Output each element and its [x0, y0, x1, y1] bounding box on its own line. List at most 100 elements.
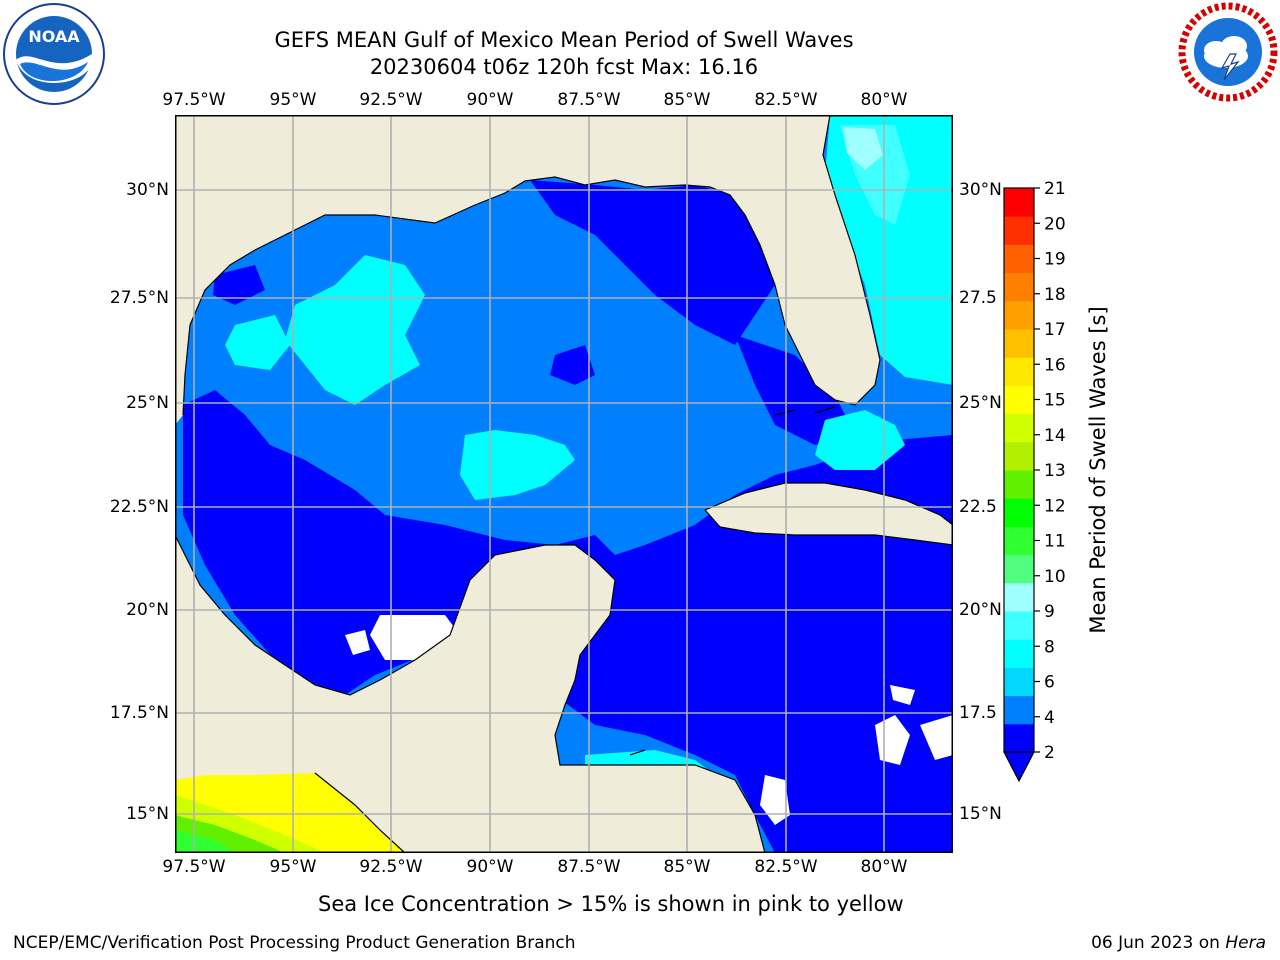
- map-border: [175, 115, 953, 853]
- lat-label-right: 20°N: [959, 600, 1002, 620]
- colorbar: 21 20 19 18 17 16 15 14 13 12 11 10 9 8 6 4 2: [1000, 179, 1080, 794]
- swell-band-light-cyan: [843, 127, 883, 170]
- swell-band-cyan: [225, 315, 290, 370]
- lon-label-bottom: 87.5°W: [557, 857, 621, 877]
- colorbar-segment: [1004, 611, 1034, 640]
- lat-label-left: 25°N: [126, 393, 169, 413]
- land-mexico-central-america: [175, 535, 765, 853]
- map-panel: [175, 115, 953, 853]
- colorbar-tick-label: 21: [1044, 180, 1066, 199]
- colorbar-segment: [1004, 667, 1034, 697]
- land-cuba: [705, 483, 953, 545]
- lat-label-left: 20°N: [126, 600, 169, 620]
- colorbar-segment: [1004, 329, 1034, 358]
- lon-label-bottom: 80°W: [860, 857, 908, 877]
- colorbar-segment: [1004, 216, 1034, 245]
- lat-label-left: 27.5°N: [109, 288, 169, 308]
- colorbar-tick-label: 13: [1044, 461, 1066, 481]
- colorbar-tick-label: 18: [1044, 285, 1066, 305]
- lat-label-right: 25°N: [959, 393, 1002, 413]
- lon-label-top: 97.5°W: [162, 90, 226, 110]
- lon-label-top: 80°W: [860, 90, 908, 110]
- noaa-label: NOAA: [28, 27, 80, 46]
- no-data-patch: [890, 685, 915, 705]
- lon-label-bottom: 97.5°W: [162, 857, 226, 877]
- colorbar-tick-label: 17: [1044, 320, 1066, 340]
- lon-label-top: 87.5°W: [557, 90, 621, 110]
- credit-line: NCEP/EMC/Verification Post Processing Pr…: [13, 933, 576, 953]
- colorbar-tick-label: 20: [1044, 214, 1066, 234]
- swell-band-lowest: [530, 180, 775, 345]
- colorbar-tick-label: 2: [1044, 743, 1055, 763]
- colorbar-tick-label: 12: [1044, 496, 1066, 516]
- lat-label-left: 15°N: [126, 804, 169, 824]
- swell-band-cyan: [815, 410, 905, 470]
- lat-label-right: 22.5: [959, 497, 997, 517]
- lat-label-left: 30°N: [126, 180, 169, 200]
- colorbar-segment: [1004, 582, 1034, 612]
- colorbar-extend-arrow: [1003, 751, 1035, 783]
- swell-band-cyan: [285, 255, 425, 405]
- colorbar-tick-label: 15: [1044, 391, 1066, 411]
- colorbar-segment: [1004, 244, 1034, 274]
- sea-ice-note: Sea Ice Concentration > 15% is shown in …: [318, 892, 904, 916]
- colorbar-segment: [1004, 723, 1034, 753]
- swell-band-cyan: [825, 115, 953, 385]
- lon-label-bottom: 82.5°W: [754, 857, 818, 877]
- colorbar-segment: [1004, 554, 1034, 584]
- coastlines: [175, 115, 953, 853]
- colorbar-segment: [1004, 441, 1034, 471]
- lon-label-bottom: 92.5°W: [359, 857, 423, 877]
- colorbar-tick-label: 10: [1044, 567, 1066, 587]
- lon-label-bottom: 90°W: [466, 857, 514, 877]
- map-subtitle: 20230604 t06z 120h fcst Max: 16.16: [369, 55, 759, 79]
- run-date: 06 Jun 2023 on Hera: [1091, 933, 1266, 953]
- lat-label-left: 22.5°N: [109, 497, 169, 517]
- colorbar-segment: [1004, 357, 1034, 386]
- no-data-patch: [920, 715, 953, 760]
- colorbar-segment: [1004, 639, 1034, 668]
- colorbar-tick-label: 6: [1044, 673, 1055, 693]
- lat-label-right: 30°N: [959, 180, 1002, 200]
- swell-period-map: [175, 115, 953, 853]
- no-data-patch: [760, 775, 790, 825]
- colorbar-tick-label: 16: [1044, 355, 1066, 375]
- noaa-logo-icon: NOAA: [2, 2, 106, 106]
- host-name: Hera: [1225, 933, 1266, 953]
- colorbar-segment: [1004, 272, 1034, 302]
- swell-band-lowest: [735, 335, 855, 445]
- lon-label-bottom: 85°W: [663, 857, 711, 877]
- lon-label-top: 92.5°W: [359, 90, 423, 110]
- colorbar-segment: [1004, 188, 1034, 217]
- colorbar-segment: [1004, 300, 1034, 330]
- date-text: 06 Jun 2023 on: [1091, 933, 1220, 953]
- colorbar-tick-label: 19: [1044, 250, 1066, 270]
- lat-label-left: 17.5°N: [109, 703, 169, 723]
- lat-label-right: 17.5: [959, 703, 997, 723]
- colorbar-tick-label: 4: [1044, 708, 1055, 728]
- lon-label-top: 90°W: [466, 90, 514, 110]
- colorbar-tick-label: 9: [1044, 602, 1055, 622]
- lon-label-top: 95°W: [269, 90, 317, 110]
- swell-band-lowest: [550, 345, 595, 385]
- colorbar-segment: [1004, 385, 1034, 415]
- lat-label-right: 15°N: [959, 804, 1002, 824]
- lon-label-bottom: 95°W: [269, 857, 317, 877]
- pacific-wave-field: [175, 830, 235, 853]
- map-title: GEFS MEAN Gulf of Mexico Mean Period of …: [274, 28, 854, 52]
- lon-label-top: 82.5°W: [754, 90, 818, 110]
- swell-band-cyan: [460, 430, 575, 500]
- colorbar-tick-label: 14: [1044, 426, 1066, 446]
- lon-label-top: 85°W: [663, 90, 711, 110]
- lat-label-right: 27.5: [959, 288, 997, 308]
- colorbar-segment: [1004, 470, 1034, 499]
- colorbar-tick-label: 11: [1044, 532, 1066, 552]
- colorbar-segment: [1004, 413, 1034, 443]
- colorbar-segment: [1004, 526, 1034, 556]
- gridlines: [175, 115, 953, 853]
- colorbar-segment: [1004, 498, 1034, 527]
- nws-logo-icon: [1176, 2, 1280, 102]
- colorbar-title: Mean Period of Swell Waves [s]: [1086, 306, 1110, 634]
- no-data-patch: [345, 630, 370, 655]
- colorbar-graphic: 21 20 19 18 17 16 15 14 13 12 11 10 9 8 6 4 2: [1003, 179, 1066, 783]
